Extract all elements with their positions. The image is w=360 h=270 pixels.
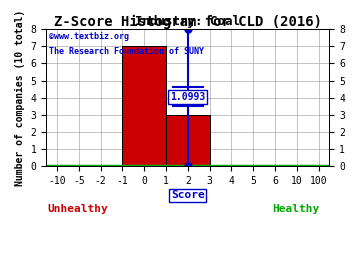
Text: 1.0993: 1.0993 <box>170 92 206 102</box>
Text: ©www.textbiz.org: ©www.textbiz.org <box>49 32 129 41</box>
Text: Industry: Coal: Industry: Coal <box>135 15 240 28</box>
Bar <box>122 46 166 166</box>
Text: Score: Score <box>171 190 205 200</box>
Bar <box>166 115 210 166</box>
Title: Z-Score Histogram for CLD (2016): Z-Score Histogram for CLD (2016) <box>54 15 322 29</box>
Text: The Research Foundation of SUNY: The Research Foundation of SUNY <box>49 47 204 56</box>
Y-axis label: Number of companies (10 total): Number of companies (10 total) <box>15 9 25 186</box>
Text: Healthy: Healthy <box>272 204 319 214</box>
Text: Unhealthy: Unhealthy <box>47 204 108 214</box>
